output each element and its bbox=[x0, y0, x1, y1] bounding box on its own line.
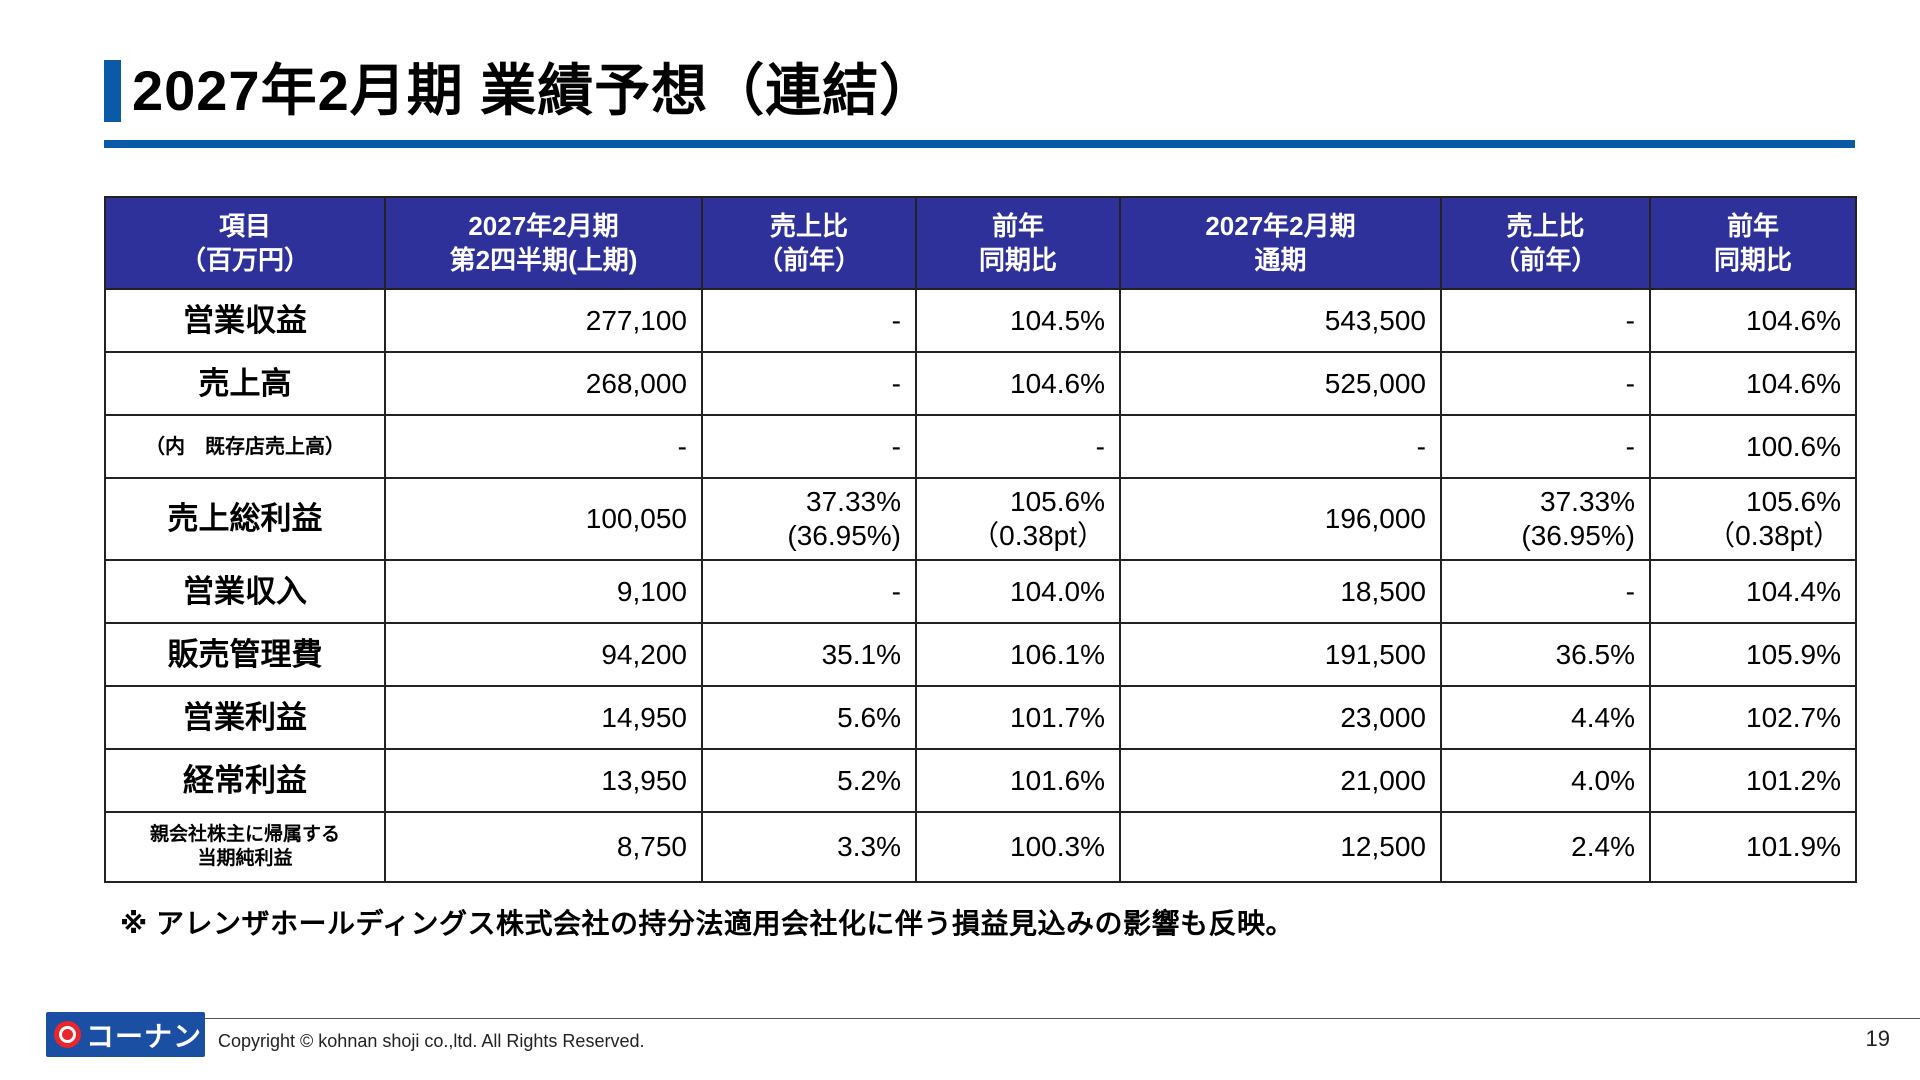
table-cell: 100,050 bbox=[384, 477, 703, 561]
table-cell: 104.6% bbox=[1649, 351, 1857, 416]
table-row: （内 既存店売上高） - - - - - 100.6% bbox=[104, 414, 1857, 479]
row-label: 経常利益 bbox=[104, 748, 386, 813]
logo-text: コーナン bbox=[86, 1019, 203, 1053]
table-cell: - bbox=[1440, 288, 1651, 353]
header-item: 項目 （百万円） bbox=[104, 196, 386, 290]
row-label: 営業収益 bbox=[104, 288, 386, 353]
table-cell: 5.2% bbox=[701, 748, 917, 813]
header-q2-sales-ratio: 売上比 （前年） bbox=[701, 196, 917, 290]
table-cell: 3.3% bbox=[701, 811, 917, 883]
table-cell: 101.6% bbox=[915, 748, 1121, 813]
table-cell: 12,500 bbox=[1119, 811, 1442, 883]
table-cell: 104.6% bbox=[915, 351, 1121, 416]
table-row: 営業収入 9,100 - 104.0% 18,500 - 104.4% bbox=[104, 559, 1857, 624]
title-accent-bar bbox=[104, 60, 121, 122]
table-cell: - bbox=[701, 351, 917, 416]
table-cell: 4.0% bbox=[1440, 748, 1651, 813]
table-cell: 37.33% (36.95%) bbox=[701, 477, 917, 561]
table-cell: 5.6% bbox=[701, 685, 917, 750]
table-cell: - bbox=[1440, 559, 1651, 624]
table-cell: 36.5% bbox=[1440, 622, 1651, 687]
page-number: 19 bbox=[1865, 1026, 1890, 1051]
table-cell: - bbox=[701, 414, 917, 479]
table-cell: - bbox=[1440, 414, 1651, 479]
table-row: 売上高 268,000 - 104.6% 525,000 - 104.6% bbox=[104, 351, 1857, 416]
row-label: 営業利益 bbox=[104, 685, 386, 750]
table-cell: 21,000 bbox=[1119, 748, 1442, 813]
table-cell: 105.6% （0.38pt） bbox=[915, 477, 1121, 561]
footnote: ※ アレンザホールディングス株式会社の持分法適用会社化に伴う損益見込みの影響も反… bbox=[120, 908, 1295, 939]
table-cell: 104.6% bbox=[1649, 288, 1857, 353]
table-cell: - bbox=[701, 288, 917, 353]
table-cell: - bbox=[1440, 351, 1651, 416]
table-cell: 104.4% bbox=[1649, 559, 1857, 624]
table-cell: 196,000 bbox=[1119, 477, 1442, 561]
copyright-text: Copyright © kohnan shoji co.,ltd. All Ri… bbox=[218, 1031, 645, 1051]
table-cell: - bbox=[384, 414, 703, 479]
table-row: 営業収益 277,100 - 104.5% 543,500 - 104.6% bbox=[104, 288, 1857, 353]
table-cell: 101.2% bbox=[1649, 748, 1857, 813]
table-cell: 14,950 bbox=[384, 685, 703, 750]
table-cell: 35.1% bbox=[701, 622, 917, 687]
table-header-row: 項目 （百万円） 2027年2月期 第2四半期(上期) 売上比 （前年） 前年 … bbox=[104, 196, 1857, 290]
header-q2-forecast: 2027年2月期 第2四半期(上期) bbox=[384, 196, 703, 290]
header-fy-yoy: 前年 同期比 bbox=[1649, 196, 1857, 290]
table-cell: 277,100 bbox=[384, 288, 703, 353]
forecast-table: 項目 （百万円） 2027年2月期 第2四半期(上期) 売上比 （前年） 前年 … bbox=[104, 196, 1857, 883]
page-title: 2027年2月期 業績予想（連結） bbox=[132, 59, 937, 122]
table-cell: 13,950 bbox=[384, 748, 703, 813]
header-fy-forecast: 2027年2月期 通期 bbox=[1119, 196, 1442, 290]
row-label: 営業収入 bbox=[104, 559, 386, 624]
table-cell: 9,100 bbox=[384, 559, 703, 624]
row-label: 親会社株主に帰属する 当期純利益 bbox=[104, 811, 386, 883]
table-row: 経常利益 13,950 5.2% 101.6% 21,000 4.0% 101.… bbox=[104, 748, 1857, 813]
company-logo: コーナン bbox=[46, 1012, 205, 1057]
table-cell: 94,200 bbox=[384, 622, 703, 687]
table-cell: 100.6% bbox=[1649, 414, 1857, 479]
footer-divider bbox=[205, 1018, 1920, 1019]
table-cell: 525,000 bbox=[1119, 351, 1442, 416]
table-cell: 105.6% （0.38pt） bbox=[1649, 477, 1857, 561]
table-cell: 104.5% bbox=[915, 288, 1121, 353]
table-row: 売上総利益 100,050 37.33% (36.95%) 105.6% （0.… bbox=[104, 477, 1857, 561]
table-cell: 101.9% bbox=[1649, 811, 1857, 883]
table-cell: - bbox=[1119, 414, 1442, 479]
logo-circle-icon bbox=[54, 1021, 81, 1048]
title-underline bbox=[104, 140, 1855, 148]
table-cell: 4.4% bbox=[1440, 685, 1651, 750]
table-cell: 268,000 bbox=[384, 351, 703, 416]
table-cell: 8,750 bbox=[384, 811, 703, 883]
row-label: （内 既存店売上高） bbox=[104, 414, 386, 479]
table-row: 営業利益 14,950 5.6% 101.7% 23,000 4.4% 102.… bbox=[104, 685, 1857, 750]
table-cell: 106.1% bbox=[915, 622, 1121, 687]
row-label: 売上総利益 bbox=[104, 477, 386, 561]
table-row: 親会社株主に帰属する 当期純利益 8,750 3.3% 100.3% 12,50… bbox=[104, 811, 1857, 883]
table-row: 販売管理費 94,200 35.1% 106.1% 191,500 36.5% … bbox=[104, 622, 1857, 687]
table-cell: 104.0% bbox=[915, 559, 1121, 624]
table-cell: 191,500 bbox=[1119, 622, 1442, 687]
row-label: 売上高 bbox=[104, 351, 386, 416]
table-cell: - bbox=[701, 559, 917, 624]
table-cell: 2.4% bbox=[1440, 811, 1651, 883]
table-cell: 101.7% bbox=[915, 685, 1121, 750]
table-cell: 543,500 bbox=[1119, 288, 1442, 353]
header-q2-yoy: 前年 同期比 bbox=[915, 196, 1121, 290]
table-cell: 105.9% bbox=[1649, 622, 1857, 687]
header-fy-sales-ratio: 売上比 （前年） bbox=[1440, 196, 1651, 290]
table-cell: - bbox=[915, 414, 1121, 479]
table-cell: 102.7% bbox=[1649, 685, 1857, 750]
table-cell: 100.3% bbox=[915, 811, 1121, 883]
table-cell: 23,000 bbox=[1119, 685, 1442, 750]
table-cell: 37.33% (36.95%) bbox=[1440, 477, 1651, 561]
table-cell: 18,500 bbox=[1119, 559, 1442, 624]
row-label: 販売管理費 bbox=[104, 622, 386, 687]
